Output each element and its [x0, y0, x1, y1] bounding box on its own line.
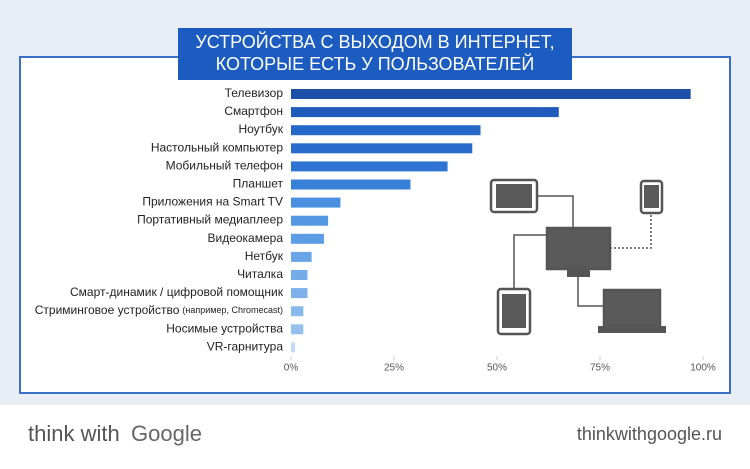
bar	[291, 288, 308, 299]
category-note: (например, Chromecast)	[182, 306, 283, 316]
category-label: Смарт-динамик / цифровой помощник	[70, 285, 284, 299]
brand-name: Google	[131, 421, 202, 446]
bar	[291, 251, 312, 262]
category-name: Ноутбук	[238, 122, 283, 136]
category-name: Нетбук	[245, 249, 284, 263]
bar	[291, 161, 448, 172]
x-tick-label: 75%	[590, 363, 610, 374]
bar	[291, 306, 304, 317]
category-label: Мобильный телефон	[166, 159, 283, 173]
category-name: Приложения на Smart TV	[142, 195, 283, 209]
category-label: Планшет	[233, 177, 284, 191]
category-label: Настольный компьютер	[151, 140, 283, 154]
category-label: Нетбук	[245, 249, 284, 263]
x-tick-label: 25%	[384, 363, 404, 374]
category-name: Смарт-динамик / цифровой помощник	[70, 285, 284, 299]
bar	[291, 215, 329, 226]
bar	[291, 324, 304, 335]
footer-background	[0, 405, 750, 464]
chart-title: КОТОРЫЕ ЕСТЬ У ПОЛЬЗОВАТЕЛЕЙ	[216, 53, 535, 74]
category-name: Носимые устройства	[166, 321, 283, 335]
bar	[291, 270, 308, 280]
category-label: Читалка	[237, 267, 283, 281]
bar	[291, 89, 691, 99]
bar	[291, 107, 559, 118]
brand-prefix: think with	[28, 421, 120, 446]
device-icons	[489, 178, 666, 336]
category-name: Читалка	[237, 267, 283, 281]
category-label: Телевизор	[225, 86, 284, 100]
category-name: Портативный медиаплеер	[137, 213, 283, 227]
x-tick-label: 100%	[690, 363, 716, 374]
bar	[291, 143, 473, 154]
x-tick-label: 50%	[487, 363, 507, 374]
category-label: Стриминговое устройство (например, Chrome…	[35, 303, 283, 317]
category-label: VR-гарнитура	[207, 340, 284, 354]
title-box	[178, 28, 572, 80]
bar	[291, 342, 296, 353]
category-name: Настольный компьютер	[151, 140, 283, 154]
bar	[291, 233, 324, 244]
category-name: Смартфон	[224, 104, 283, 118]
category-name: Стриминговое устройство	[35, 303, 180, 317]
category-name: Мобильный телефон	[166, 159, 283, 173]
category-name: Планшет	[233, 177, 284, 191]
bar	[291, 179, 411, 190]
chart-title: УСТРОЙСТВА С ВЫХОДОМ В ИНТЕРНЕТ,	[195, 31, 554, 52]
category-label: Портативный медиаплеер	[137, 213, 283, 227]
bar	[291, 125, 481, 136]
bar	[291, 197, 341, 208]
category-name: VR-гарнитура	[207, 340, 284, 354]
category-name: Видеокамера	[207, 231, 283, 245]
category-label: Приложения на Smart TV	[142, 195, 283, 209]
x-tick-label: 0%	[284, 363, 299, 374]
category-name: Телевизор	[225, 86, 284, 100]
footer-url: thinkwithgoogle.ru	[577, 424, 722, 444]
category-label: Ноутбук	[238, 122, 283, 136]
category-label: Смартфон	[224, 104, 283, 118]
category-label: Видеокамера	[207, 231, 283, 245]
category-label: Носимые устройства	[166, 321, 283, 335]
